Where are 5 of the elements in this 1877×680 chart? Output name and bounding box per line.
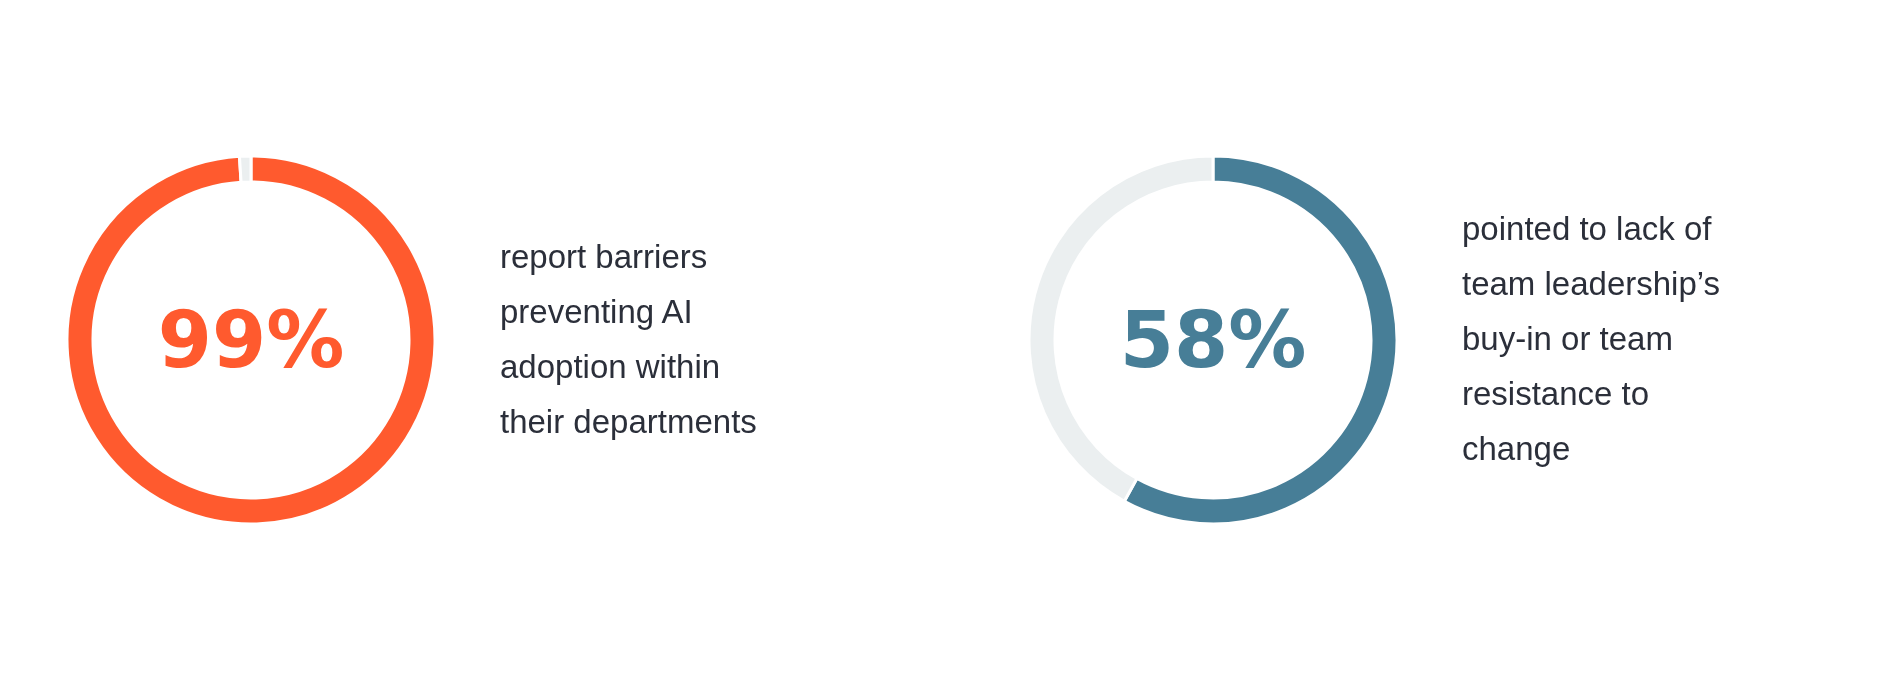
data-label: 99% — [157, 295, 345, 385]
donut-slice — [65, 154, 437, 526]
text: report barriers preventing AI adoption within their departments — [500, 237, 757, 440]
text: pointed to lack of team leadership’s buy-in or team resistance to change — [1462, 210, 1721, 467]
data-label: 58% — [1119, 295, 1307, 385]
